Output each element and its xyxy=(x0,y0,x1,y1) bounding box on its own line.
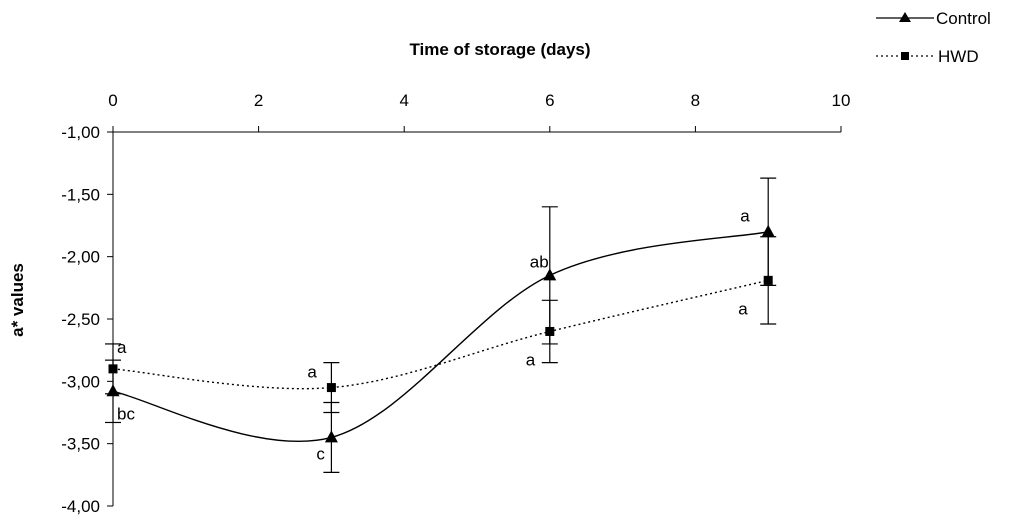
annotations: bc c ab a a a a a xyxy=(117,207,750,464)
y-tick-label: -1,00 xyxy=(61,123,100,142)
data-label-hwd: a xyxy=(117,338,127,357)
series xyxy=(105,177,777,473)
data-label-hwd: a xyxy=(738,299,748,318)
y-axis-title: a* values xyxy=(8,263,27,337)
y-tick-label: -2,50 xyxy=(61,310,100,329)
x-tick-label: 10 xyxy=(832,91,851,110)
series-line-hwd xyxy=(112,279,769,390)
data-label-hwd: a xyxy=(526,350,536,369)
data-point-control xyxy=(543,268,557,281)
legend-label-control: Control xyxy=(936,9,991,28)
axes xyxy=(112,131,841,506)
data-label-control: ab xyxy=(530,252,549,271)
x-axis-title: Time of storage (days) xyxy=(409,40,590,59)
legend-item-hwd: HWD xyxy=(876,47,979,66)
data-label-control: bc xyxy=(117,404,135,423)
ticks: 0 2 4 6 8 10 -1,00 -1,50 -2,00 -2,50 -3,00 -3,50 -4,… xyxy=(61,91,850,516)
legend-marker-hwd xyxy=(901,52,909,60)
x-tick-label: 8 xyxy=(691,91,700,110)
y-tick-label: -4,00 xyxy=(61,497,100,516)
data-label-control: a xyxy=(740,207,750,226)
y-tick-label: -3,50 xyxy=(61,435,100,454)
data-point-hwd xyxy=(763,275,773,285)
data-point-control xyxy=(761,224,775,237)
data-label-hwd: a xyxy=(307,363,317,382)
y-tick-label: -1,50 xyxy=(61,185,100,204)
data-point-hwd xyxy=(108,364,118,374)
series-line-control xyxy=(112,231,769,443)
x-tick-label: 4 xyxy=(399,91,408,110)
data-label-control: c xyxy=(316,444,325,463)
data-point-hwd xyxy=(545,326,555,336)
y-tick-label: -2,00 xyxy=(61,248,100,267)
legend-label-hwd: HWD xyxy=(938,47,979,66)
x-tick-label: 0 xyxy=(108,91,117,110)
x-tick-label: 2 xyxy=(254,91,263,110)
data-point-control xyxy=(324,430,338,443)
legend-item-control: Control xyxy=(876,9,991,28)
y-tick-label: -3,00 xyxy=(61,372,100,391)
x-tick-label: 6 xyxy=(545,91,554,110)
legend: Control HWD xyxy=(876,9,991,66)
data-point-hwd xyxy=(326,383,336,393)
legend-marker-control xyxy=(899,12,911,22)
